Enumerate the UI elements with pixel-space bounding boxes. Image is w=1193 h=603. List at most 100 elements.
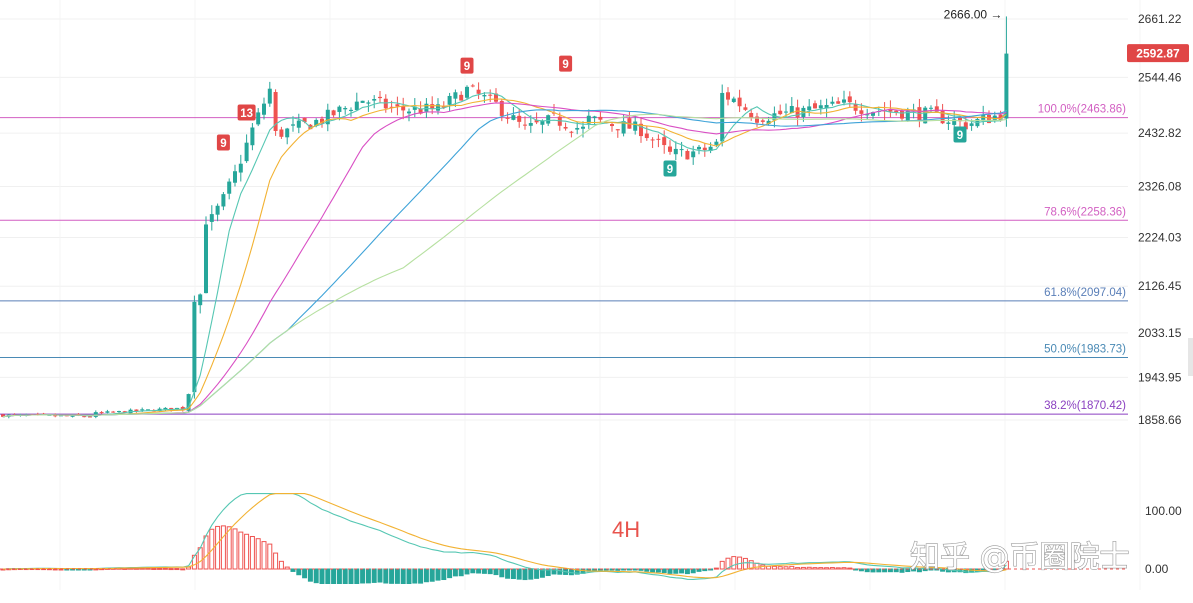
candle-body — [818, 105, 823, 109]
candle-body — [122, 411, 127, 413]
candle-body — [662, 137, 667, 146]
candle-body — [383, 98, 388, 109]
macd-histogram-bar — [331, 568, 337, 584]
candle-body — [534, 120, 539, 123]
td-marker-box — [460, 57, 474, 74]
candle-body — [488, 94, 493, 96]
candle-body — [53, 415, 58, 417]
macd-histogram-bar — [284, 566, 290, 570]
candle-body — [963, 122, 968, 130]
candle-body — [209, 214, 214, 222]
candle-body — [256, 112, 261, 125]
candle-body — [581, 126, 585, 129]
candle-body — [987, 114, 991, 124]
candle-body — [720, 92, 725, 142]
fib-level-label: 78.6%(2258.36) — [1044, 206, 1126, 218]
td-sequential-markers: 13 9 9 9 9 9 — [216, 55, 967, 177]
td-marker: 9 — [559, 55, 573, 72]
candle-body — [894, 110, 899, 113]
candle-body — [285, 128, 290, 138]
macd-histogram-bar — [348, 568, 354, 584]
price-axis[interactable]: 2661.22 2544.46 2432.82 2326.08 2224.03 2126.… — [944, 8, 1189, 427]
scrollbar-handle[interactable] — [1188, 338, 1193, 376]
macd-histogram-bar — [742, 557, 748, 570]
candle-body — [830, 101, 835, 104]
candle-body — [337, 106, 342, 112]
td-marker-label: 9 — [562, 59, 568, 71]
macd-histogram-bar — [458, 568, 464, 577]
macd-histogram-bar — [667, 568, 673, 574]
macd-histogram-bar — [829, 567, 835, 570]
candle-body — [586, 115, 591, 124]
moving-average-line — [2, 113, 1007, 418]
fib-level-label: 61.8%(2097.04) — [1044, 287, 1126, 299]
grid-lines — [0, 0, 1141, 590]
candle-body — [708, 146, 713, 151]
macd-panel: 100.00 0.00 — [0, 493, 1182, 584]
candle-body — [511, 115, 516, 120]
macd-histogram-bar — [220, 525, 226, 570]
macd-histogram-bar — [800, 566, 806, 570]
macd-histogram-bar — [354, 568, 360, 584]
candle-body — [360, 100, 365, 103]
candle-body — [900, 110, 904, 119]
macd-histogram-bar — [690, 568, 696, 574]
macd-histogram-bar — [400, 568, 406, 584]
td-marker: 9 — [663, 160, 677, 177]
candle-body — [952, 119, 957, 125]
candle-body — [395, 104, 400, 107]
candle-body — [679, 149, 684, 151]
candle-body — [865, 114, 870, 116]
macd-histogram-bar — [679, 568, 685, 574]
td-marker-label: 13 — [240, 108, 253, 120]
macd-histogram-bar — [261, 541, 267, 570]
macd-histogram-bar — [644, 568, 650, 572]
candle-body — [702, 147, 707, 151]
td-marker: 9 — [953, 126, 967, 143]
candle-body — [64, 415, 69, 417]
macd-histogram-bar — [476, 568, 482, 574]
macd-histogram-bar — [789, 565, 795, 570]
td-marker-label: 9 — [464, 61, 470, 73]
candle-body — [958, 117, 962, 122]
candle-body — [714, 141, 719, 145]
macd-histogram-bar — [806, 566, 812, 570]
candle-body — [633, 121, 638, 131]
candle-body — [476, 89, 481, 94]
macd-histogram-bar — [226, 526, 232, 570]
price-axis-label: 2326.08 — [1138, 179, 1182, 193]
candle-body — [343, 107, 348, 110]
macd-histogram-bar — [487, 568, 493, 575]
candle-body — [650, 139, 655, 141]
macd-axis-label: 0.00 — [1145, 562, 1169, 576]
price-axis-label: 2432.82 — [1138, 126, 1182, 140]
macd-histogram-bar — [447, 568, 453, 579]
candle-body — [905, 110, 910, 121]
candle-body — [644, 133, 649, 139]
moving-average-line — [2, 102, 1007, 418]
candle-body — [180, 406, 185, 411]
candle-body — [169, 407, 174, 410]
macd-histogram-bar — [296, 568, 302, 576]
candle-body — [569, 131, 574, 133]
candle-body — [418, 108, 423, 114]
moving-averages — [2, 92, 1007, 418]
candle-body — [378, 96, 382, 99]
macd-histogram-bar — [255, 538, 261, 570]
macd-histogram-bar — [191, 554, 197, 570]
macd-histogram-bar — [394, 568, 400, 584]
candle-body — [470, 85, 475, 87]
candle-body — [262, 103, 266, 115]
macd-histogram-bar — [203, 535, 209, 570]
macd-histogram-bar — [244, 533, 250, 570]
last-price-label: 2592.87 — [1136, 47, 1180, 61]
candle-body — [615, 129, 620, 131]
macd-histogram-bar — [319, 568, 325, 584]
candle-body — [540, 120, 545, 125]
candle-body — [401, 106, 406, 111]
candle-body — [354, 101, 359, 111]
candle-body — [969, 123, 974, 126]
candle-body — [575, 127, 580, 130]
candle-body — [186, 394, 191, 411]
